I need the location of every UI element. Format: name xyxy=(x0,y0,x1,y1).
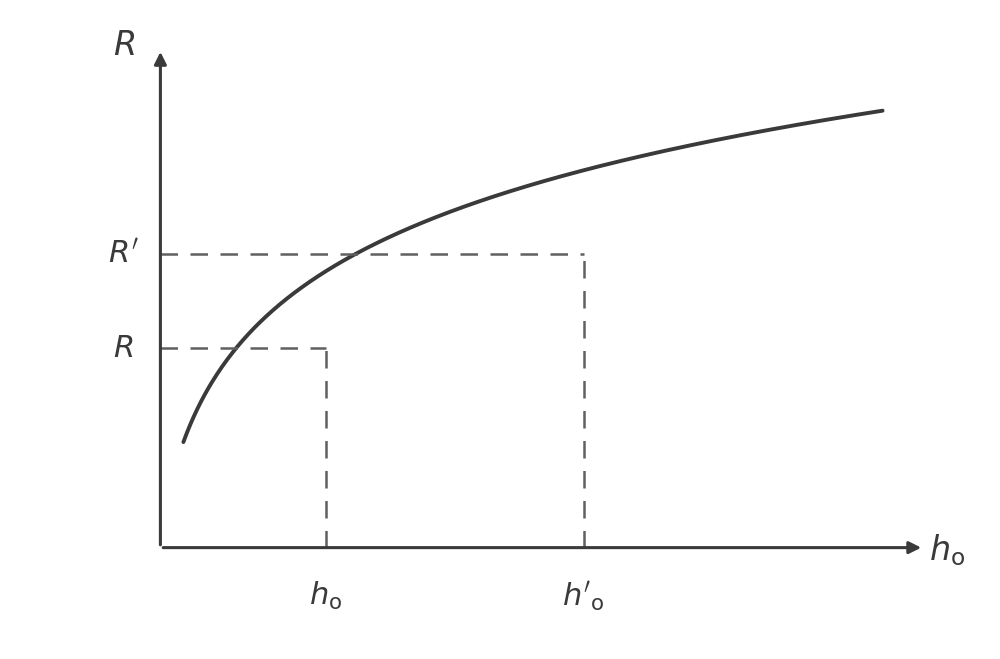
Text: $R$: $R$ xyxy=(113,333,134,364)
Text: $R'$: $R'$ xyxy=(108,239,139,270)
Text: $h_{\rm o}$: $h_{\rm o}$ xyxy=(929,532,965,569)
Text: $h_{\rm o}$: $h_{\rm o}$ xyxy=(309,580,343,612)
Text: $R$: $R$ xyxy=(113,30,135,62)
Text: $h'_{\rm o}$: $h'_{\rm o}$ xyxy=(562,580,605,614)
